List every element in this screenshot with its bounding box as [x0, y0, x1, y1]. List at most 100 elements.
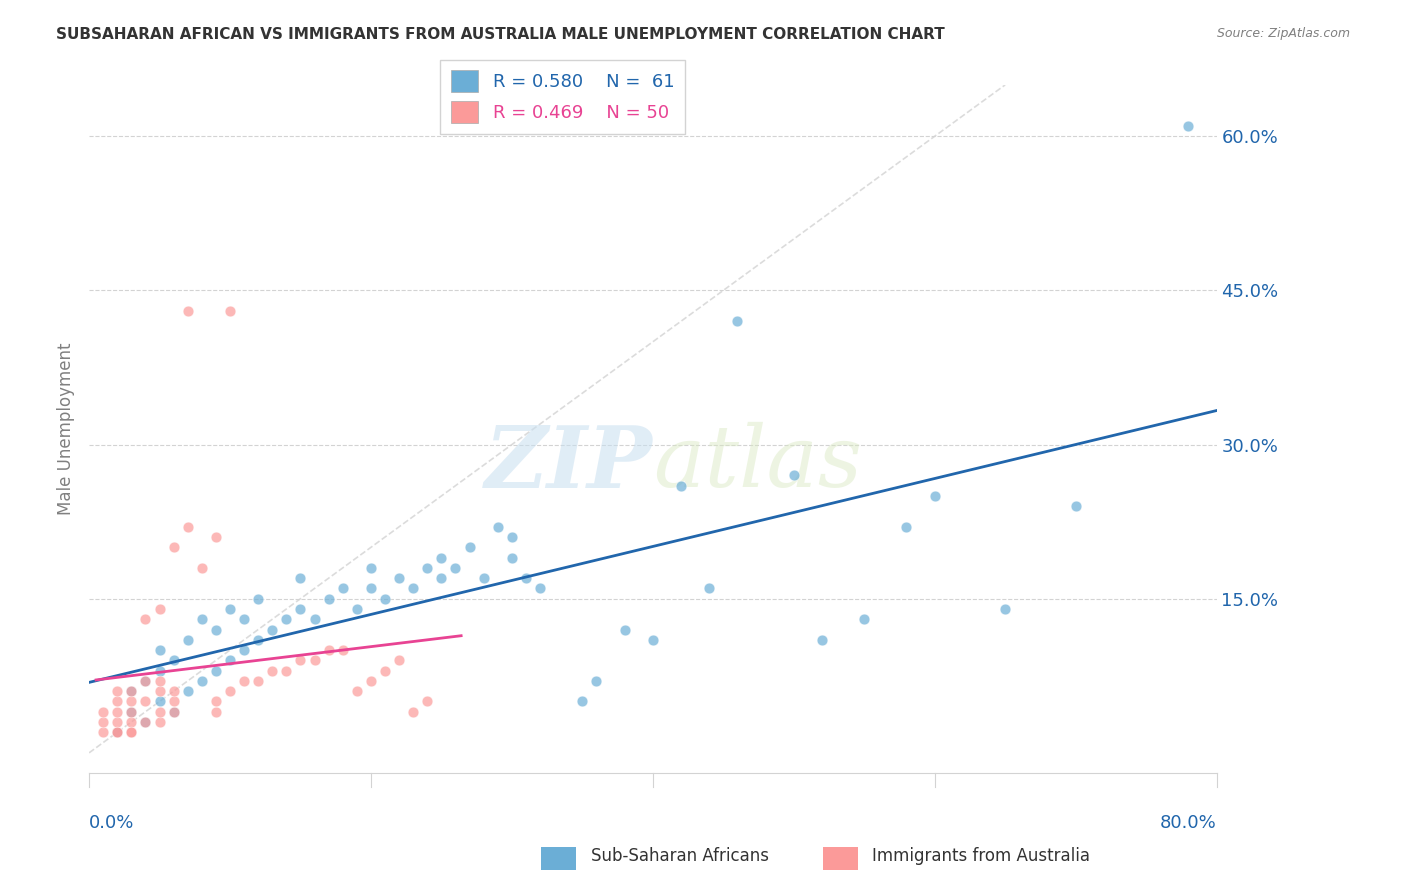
Point [262, 623, 284, 637]
Point [924, 489, 946, 503]
Point [177, 632, 200, 647]
Point [177, 684, 200, 698]
Point [205, 694, 228, 708]
Point [416, 694, 439, 708]
Point [162, 541, 184, 555]
Point [402, 582, 425, 596]
Point [994, 602, 1017, 616]
Point [177, 520, 200, 534]
Text: ZIP: ZIP [485, 422, 652, 506]
Point [148, 602, 170, 616]
Point [571, 694, 593, 708]
Point [783, 468, 806, 483]
Point [191, 561, 214, 575]
Point [290, 571, 312, 585]
Point [811, 632, 834, 647]
Point [360, 582, 382, 596]
Point [290, 602, 312, 616]
Point [134, 673, 156, 688]
Text: SUBSAHARAN AFRICAN VS IMMIGRANTS FROM AUSTRALIA MALE UNEMPLOYMENT CORRELATION CH: SUBSAHARAN AFRICAN VS IMMIGRANTS FROM AU… [56, 27, 945, 42]
Point [290, 653, 312, 667]
Legend: R = 0.580    N =  61, R = 0.469    N = 50: R = 0.580 N = 61, R = 0.469 N = 50 [440, 60, 685, 135]
Text: 0.0%: 0.0% [89, 814, 135, 832]
Point [205, 530, 228, 544]
Point [346, 602, 368, 616]
Point [120, 725, 142, 739]
Point [346, 684, 368, 698]
Point [247, 673, 270, 688]
Point [148, 673, 170, 688]
Point [105, 705, 128, 719]
Point [641, 632, 664, 647]
Point [219, 602, 242, 616]
Point [304, 612, 326, 626]
Point [276, 664, 298, 678]
Point [374, 664, 396, 678]
Point [177, 304, 200, 318]
Point [105, 725, 128, 739]
Point [388, 571, 411, 585]
Point [318, 591, 340, 606]
Point [162, 684, 184, 698]
Point [134, 673, 156, 688]
Point [233, 643, 256, 657]
Point [501, 530, 523, 544]
Point [134, 612, 156, 626]
Point [120, 705, 142, 719]
Point [205, 664, 228, 678]
Point [416, 561, 439, 575]
Point [91, 705, 114, 719]
Point [486, 520, 509, 534]
Point [219, 304, 242, 318]
Point [162, 705, 184, 719]
Point [148, 705, 170, 719]
Point [247, 591, 270, 606]
Point [276, 612, 298, 626]
Point [105, 725, 128, 739]
Point [360, 561, 382, 575]
Point [896, 520, 918, 534]
Point [430, 550, 453, 565]
Point [233, 673, 256, 688]
Point [219, 653, 242, 667]
Point [697, 582, 720, 596]
Point [120, 725, 142, 739]
Point [162, 653, 184, 667]
Point [388, 653, 411, 667]
Point [725, 314, 748, 328]
Point [430, 571, 453, 585]
Point [148, 684, 170, 698]
Point [669, 478, 692, 492]
Point [148, 664, 170, 678]
Point [91, 714, 114, 729]
Point [134, 714, 156, 729]
Text: Source: ZipAtlas.com: Source: ZipAtlas.com [1216, 27, 1350, 40]
Point [162, 705, 184, 719]
Point [105, 684, 128, 698]
Point [120, 684, 142, 698]
Point [501, 550, 523, 565]
Text: atlas: atlas [652, 422, 862, 505]
Text: Sub-Saharan Africans: Sub-Saharan Africans [591, 847, 769, 865]
Point [205, 623, 228, 637]
Point [332, 643, 354, 657]
Point [262, 664, 284, 678]
Point [120, 705, 142, 719]
Point [148, 714, 170, 729]
Point [444, 561, 467, 575]
Text: 80.0%: 80.0% [1160, 814, 1216, 832]
Point [585, 673, 607, 688]
Text: Immigrants from Australia: Immigrants from Australia [872, 847, 1090, 865]
Point [105, 725, 128, 739]
Point [853, 612, 876, 626]
Point [332, 582, 354, 596]
Point [613, 623, 636, 637]
Point [120, 694, 142, 708]
Point [120, 714, 142, 729]
Point [219, 684, 242, 698]
Point [247, 632, 270, 647]
Point [402, 705, 425, 719]
Point [105, 714, 128, 729]
Point [1064, 500, 1087, 514]
Point [105, 694, 128, 708]
